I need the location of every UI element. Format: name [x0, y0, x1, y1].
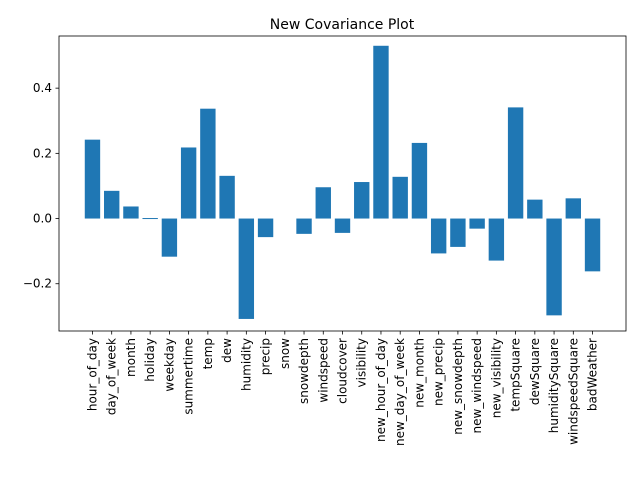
plot-frame — [58, 35, 627, 332]
x-tick-label: new_windspeed — [470, 338, 484, 433]
bar-new_hour_of_day — [373, 45, 389, 219]
x-tick-label: humidity — [239, 338, 253, 391]
x-tick-label: snow — [278, 338, 292, 369]
bar-humidity — [238, 218, 255, 319]
x-tick-label: dew — [220, 338, 234, 363]
bar-new_month — [411, 142, 428, 219]
x-tick-label: hour_of_day — [85, 338, 99, 411]
chart-title: New Covariance Plot — [270, 17, 415, 33]
bar-weekday — [161, 218, 178, 257]
y-tick-label: −0.2 — [23, 277, 52, 291]
bar-new_day_of_week — [392, 176, 408, 219]
bar-new_snowdepth — [450, 218, 466, 247]
x-tick-label: holiday — [143, 338, 157, 382]
y-axis-ticks: −0.2 0.0 0.2 0.4 — [23, 81, 59, 291]
bar-precip — [257, 218, 274, 238]
x-tick-label: temp — [201, 338, 215, 369]
bar-day_of_week — [104, 190, 120, 219]
bar-new_visibility — [488, 218, 505, 261]
bar-hour_of_day — [84, 139, 101, 219]
x-tick-label: windspeedSquare — [566, 338, 580, 445]
bar-summertime — [180, 147, 197, 219]
x-tick-label: new_precip — [432, 338, 446, 406]
x-axis-ticks: hour_of_day day_of_week month holiday weekda… — [85, 331, 600, 446]
bar-holiday — [142, 218, 158, 220]
bar-dew — [219, 175, 235, 219]
x-tick-label: new_day_of_week — [393, 338, 407, 446]
x-tick-label: weekday — [162, 338, 176, 392]
x-tick-label: cloudcover — [336, 338, 350, 404]
bar-windspeed — [315, 187, 331, 219]
bar-temp — [200, 108, 216, 219]
bar-windspeedSquare — [565, 198, 581, 219]
x-tick-label: new_month — [412, 338, 426, 408]
bar-humiditySquare — [546, 218, 562, 316]
bar-cloudcover — [334, 218, 351, 233]
x-tick-label: new_visibility — [489, 338, 503, 418]
bar-dewSquare — [527, 199, 543, 219]
x-tick-label: new_snowdepth — [451, 338, 465, 435]
bar-new_precip — [430, 218, 447, 254]
x-tick-label: badWeather — [586, 338, 600, 411]
x-tick-label: month — [124, 338, 138, 377]
x-tick-label: snowdepth — [297, 338, 311, 404]
bar-new_windspeed — [469, 218, 485, 229]
bar-snowdepth — [296, 218, 312, 234]
x-tick-label: humiditySquare — [547, 338, 561, 433]
y-tick-label: 0.0 — [33, 212, 52, 226]
y-tick-label: 0.2 — [33, 146, 52, 160]
x-tick-label: windspeed — [316, 338, 330, 403]
y-tick-label: 0.4 — [33, 81, 52, 95]
bar-tempSquare — [507, 107, 524, 219]
bar-visibility — [354, 182, 370, 219]
x-tick-label: day_of_week — [105, 338, 119, 415]
x-tick-label: visibility — [355, 338, 369, 387]
x-tick-label: dewSquare — [528, 338, 542, 405]
x-tick-label: tempSquare — [509, 338, 523, 412]
x-tick-label: precip — [259, 338, 273, 375]
bars-group — [84, 45, 601, 319]
bar-month — [123, 206, 139, 219]
x-tick-label: summertime — [182, 338, 196, 415]
bar-badWeather — [584, 218, 601, 272]
x-tick-label: new_hour_of_day — [374, 338, 388, 442]
